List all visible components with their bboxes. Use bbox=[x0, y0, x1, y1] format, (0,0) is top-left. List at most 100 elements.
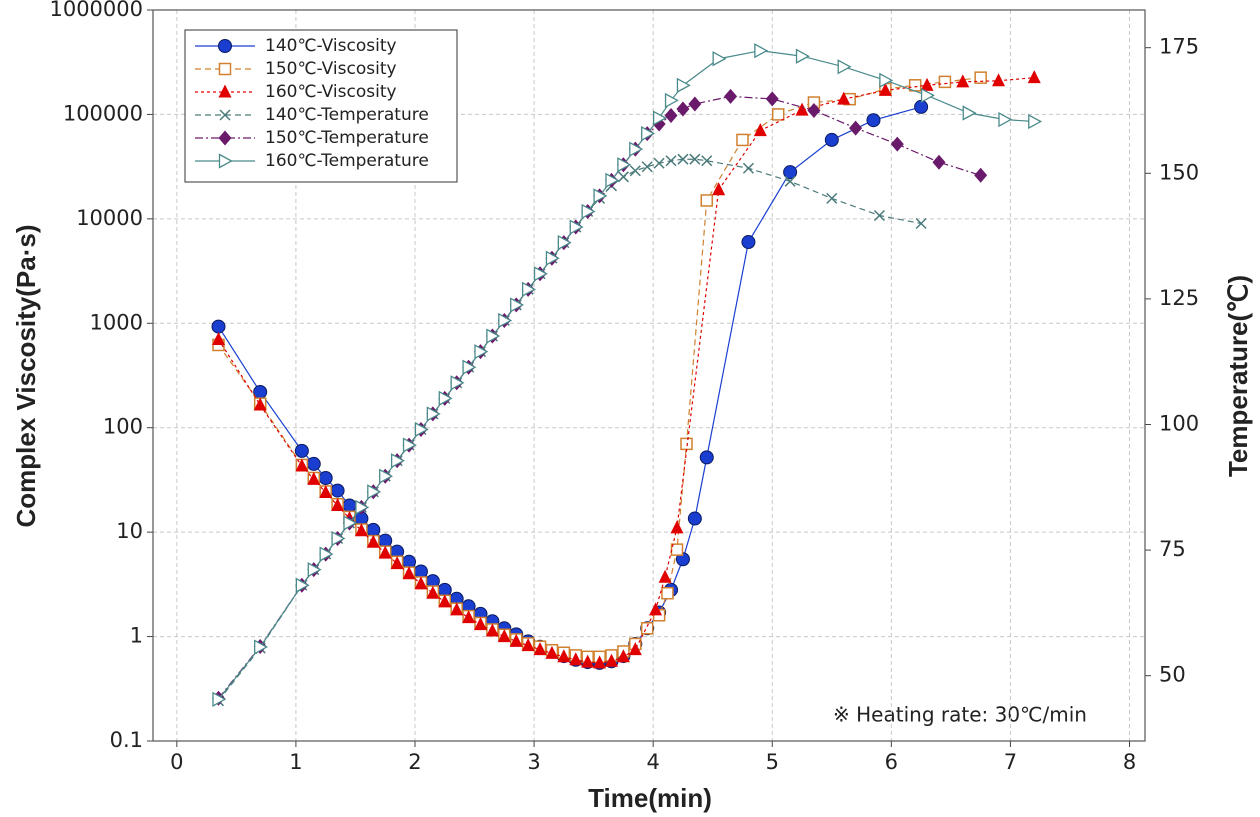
marker bbox=[307, 562, 322, 578]
marker bbox=[521, 281, 536, 297]
marker bbox=[653, 157, 665, 169]
marker bbox=[557, 649, 571, 663]
legend-marker bbox=[218, 62, 232, 76]
marker bbox=[510, 297, 525, 313]
marker bbox=[826, 192, 838, 204]
marker bbox=[402, 566, 416, 580]
marker bbox=[641, 161, 653, 173]
marker bbox=[474, 344, 489, 360]
marker bbox=[557, 235, 572, 251]
marker bbox=[211, 331, 225, 345]
marker bbox=[485, 623, 499, 637]
marker bbox=[473, 617, 487, 631]
marker bbox=[617, 171, 629, 183]
marker bbox=[569, 219, 584, 235]
marker bbox=[211, 319, 226, 334]
marker bbox=[390, 453, 405, 469]
marker bbox=[402, 437, 417, 453]
marker bbox=[486, 328, 501, 344]
marker bbox=[920, 87, 935, 104]
marker bbox=[837, 59, 852, 75]
marker bbox=[640, 622, 654, 635]
marker bbox=[795, 102, 809, 116]
marker bbox=[680, 437, 693, 451]
marker bbox=[545, 645, 559, 659]
x-tick-label: 6 bbox=[885, 750, 898, 774]
y2-axis-title: Temperature(℃) bbox=[1223, 275, 1253, 477]
y-axis-title: Complex Viscosity(Pa·s) bbox=[11, 225, 41, 528]
marker bbox=[331, 497, 345, 511]
marker bbox=[295, 458, 309, 472]
marker bbox=[724, 88, 738, 104]
marker bbox=[890, 136, 904, 152]
marker bbox=[581, 654, 595, 668]
marker bbox=[699, 450, 714, 465]
marker bbox=[962, 105, 977, 121]
marker bbox=[795, 48, 810, 64]
y2-tick-label: 175 bbox=[1159, 35, 1199, 59]
y-tick-label: 10000 bbox=[76, 206, 143, 230]
marker bbox=[366, 534, 380, 548]
x-axis-title: Time(min) bbox=[588, 783, 712, 813]
marker bbox=[438, 390, 453, 406]
marker bbox=[426, 585, 440, 599]
legend-marker bbox=[219, 109, 231, 121]
marker bbox=[628, 642, 642, 656]
marker bbox=[319, 484, 333, 498]
marker bbox=[753, 123, 767, 137]
legend-label: 150℃-Viscosity bbox=[265, 59, 397, 79]
marker bbox=[498, 312, 513, 329]
marker bbox=[849, 120, 863, 136]
marker bbox=[992, 73, 1006, 87]
marker bbox=[658, 569, 672, 583]
marker bbox=[783, 165, 798, 180]
marker bbox=[294, 443, 309, 458]
marker bbox=[736, 133, 749, 147]
marker bbox=[866, 113, 881, 128]
y2-tick-label: 125 bbox=[1159, 286, 1199, 310]
legend-label: 160℃-Temperature bbox=[265, 151, 429, 171]
legend-marker bbox=[218, 39, 232, 53]
marker bbox=[938, 75, 952, 89]
legend-box bbox=[184, 29, 458, 183]
marker bbox=[295, 577, 310, 593]
marker bbox=[741, 235, 756, 250]
y-tick-label: 1000000 bbox=[49, 0, 143, 21]
marker bbox=[676, 101, 690, 117]
marker bbox=[712, 182, 726, 196]
marker bbox=[462, 359, 477, 375]
x-tick-label: 2 bbox=[408, 750, 421, 774]
marker bbox=[689, 153, 701, 165]
legend-marker bbox=[218, 130, 232, 146]
y-tick-label: 10 bbox=[116, 519, 143, 543]
marker bbox=[342, 498, 357, 513]
x-tick-label: 4 bbox=[646, 750, 659, 774]
marker bbox=[664, 92, 679, 109]
marker bbox=[390, 556, 404, 570]
marker bbox=[807, 102, 821, 118]
marker bbox=[254, 639, 269, 655]
marker bbox=[670, 543, 684, 556]
marker bbox=[319, 546, 334, 562]
marker bbox=[355, 499, 370, 515]
legend-marker bbox=[218, 153, 233, 169]
y-tick-label: 0.1 bbox=[110, 728, 143, 752]
marker bbox=[450, 375, 465, 391]
y2-tick-label: 75 bbox=[1159, 537, 1186, 561]
marker bbox=[616, 649, 630, 663]
y2-tick-label: 50 bbox=[1159, 663, 1186, 687]
marker bbox=[545, 250, 560, 266]
marker bbox=[754, 43, 769, 59]
marker bbox=[664, 108, 678, 124]
marker bbox=[367, 484, 382, 500]
marker bbox=[330, 483, 345, 498]
marker bbox=[414, 576, 428, 590]
annotation: ※ Heating rate: 30℃/min bbox=[833, 703, 1087, 727]
legend: 140℃-Viscosity 150℃-Viscosity 160℃-Viscosi… bbox=[184, 29, 458, 183]
marker bbox=[629, 165, 641, 177]
y2-tick-label: 150 bbox=[1159, 160, 1199, 184]
marker bbox=[1028, 113, 1043, 130]
series-line bbox=[217, 106, 922, 664]
marker bbox=[765, 91, 779, 107]
marker bbox=[932, 154, 946, 170]
